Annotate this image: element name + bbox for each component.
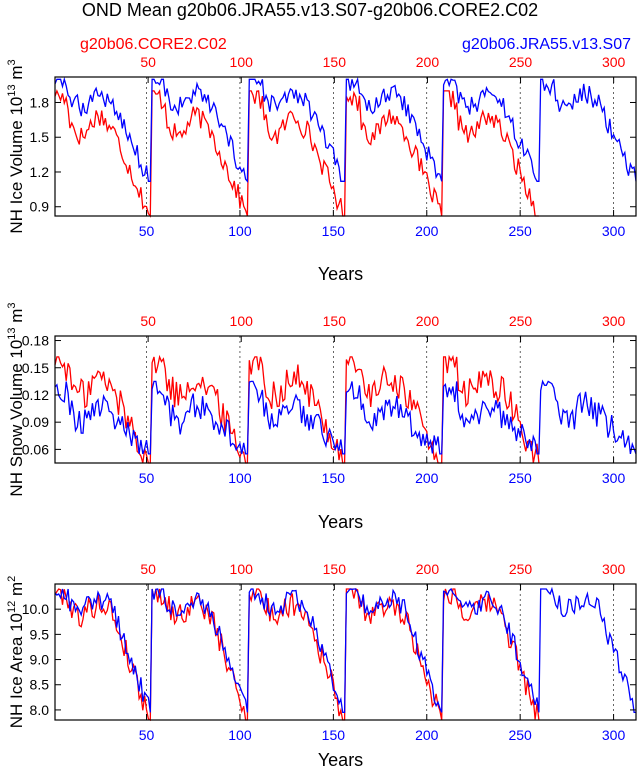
- y-axis-label-unit: m: [7, 582, 26, 601]
- x-axis-label: Years: [318, 512, 363, 532]
- series-line-blue: [54, 586, 636, 714]
- x-tick-label-top: 50: [140, 54, 156, 70]
- plot-frame: [54, 583, 637, 721]
- y-tick-label: 10.0: [22, 601, 49, 617]
- panel-ice-area: 8.0 8.5 9.0 9.5 10.0 50 100 150 200 250 300 50 100 15…: [6, 561, 637, 770]
- plot-frame: [54, 76, 637, 217]
- y-tick-label: 9.5: [30, 626, 50, 642]
- y-axis-label-exp: 12: [6, 601, 18, 613]
- y-axis-label-exp: 13: [6, 327, 18, 339]
- panel-ice-volume: 0.9 1.2 1.5 1.8 50 100 150 200 250 300 50 100 150 200…: [6, 54, 637, 284]
- x-tick-label-top: 200: [416, 54, 440, 70]
- x-tick-label-bottom: 200: [415, 727, 439, 743]
- y-axis-label: NH Ice Area 1012 m2: [6, 576, 26, 729]
- x-tick-label-bottom: 100: [228, 470, 252, 486]
- x-tick-label-bottom: 50: [139, 223, 155, 239]
- x-tick-label-top: 300: [602, 313, 626, 329]
- x-tick-label-top: 50: [140, 313, 156, 329]
- y-axis-label-text: NH Ice Volume 10: [7, 97, 26, 234]
- series-line-red: [54, 354, 540, 464]
- y-axis-label-unit-exp: 3: [6, 59, 18, 65]
- x-tick-label-top: 250: [509, 313, 533, 329]
- x-tick-label-top: 250: [509, 561, 533, 577]
- x-tick-label-bottom: 150: [322, 223, 346, 239]
- x-tick-label-bottom: 200: [415, 223, 439, 239]
- y-axis-label-unit-exp: 2: [6, 576, 18, 582]
- y-axis-label-text: NH Snow Volume 10: [7, 340, 26, 497]
- x-tick-label-bottom: 250: [508, 470, 532, 486]
- x-tick-label-top: 150: [323, 54, 347, 70]
- y-axis-label-unit: m: [7, 309, 26, 328]
- y-axis-label-unit: m: [7, 65, 26, 84]
- x-tick-label-bottom: 150: [322, 727, 346, 743]
- x-tick-label-top: 200: [416, 561, 440, 577]
- y-tick-label: 1.8: [30, 94, 50, 110]
- x-tick-label-top: 200: [416, 313, 440, 329]
- x-tick-label-top: 150: [323, 561, 347, 577]
- y-axis-label-exp: 13: [6, 84, 18, 96]
- y-axis-label-text: NH Ice Area 10: [7, 613, 26, 728]
- x-tick-label-top: 300: [602, 561, 626, 577]
- y-tick-label: 0.09: [22, 414, 49, 430]
- y-tick-label: 8.0: [30, 702, 50, 718]
- x-tick-label-top: 250: [509, 54, 533, 70]
- series-line-red: [54, 89, 539, 218]
- y-axis-label: NH Snow Volume 1013 m3: [6, 302, 26, 496]
- x-tick-label-top: 100: [230, 561, 254, 577]
- series-line-blue: [54, 379, 637, 455]
- x-tick-label-bottom: 50: [139, 727, 155, 743]
- y-tick-label: 1.5: [30, 129, 50, 145]
- panel-snow-volume: 0.06 0.09 0.12 0.15 0.18 50 100 150 200 250 300 50 1…: [6, 302, 637, 532]
- x-tick-label-top: 50: [140, 561, 156, 577]
- x-tick-label-bottom: 300: [602, 223, 626, 239]
- y-tick-label: 0.18: [22, 333, 49, 349]
- x-tick-label-bottom: 50: [139, 470, 155, 486]
- x-tick-label-top: 100: [230, 54, 254, 70]
- x-axis-label: Years: [318, 264, 363, 284]
- x-tick-label-top: 300: [602, 54, 626, 70]
- y-axis-label: NH Ice Volume 1013 m3: [6, 59, 26, 233]
- legend-red-label: g20b06.CORE2.C02: [80, 36, 227, 53]
- y-tick-label: 9.0: [30, 652, 50, 668]
- y-tick-label: 0.06: [22, 441, 49, 457]
- x-tick-label-bottom: 250: [508, 727, 532, 743]
- x-tick-label-bottom: 250: [508, 223, 532, 239]
- x-axis-label: Years: [318, 750, 363, 770]
- y-tick-label: 8.5: [30, 677, 50, 693]
- plot-frame: [54, 335, 637, 464]
- y-tick-label: 0.12: [22, 387, 49, 403]
- x-tick-label-bottom: 100: [228, 223, 252, 239]
- x-tick-label-bottom: 300: [602, 727, 626, 743]
- y-tick-label: 0.9: [30, 199, 50, 215]
- x-tick-label-top: 150: [323, 313, 347, 329]
- x-tick-label-bottom: 100: [228, 727, 252, 743]
- x-tick-label-bottom: 200: [415, 470, 439, 486]
- series-line-blue: [54, 76, 637, 184]
- y-tick-label: 1.2: [30, 164, 50, 180]
- legend-blue-label: g20b06.JRA55.v13.S07: [462, 36, 631, 53]
- x-tick-label-top: 100: [230, 313, 254, 329]
- y-tick-label: 0.15: [22, 360, 49, 376]
- y-axis-label-unit-exp: 3: [6, 302, 18, 308]
- x-tick-label-bottom: 150: [322, 470, 346, 486]
- x-tick-label-bottom: 300: [602, 470, 626, 486]
- chart-title: OND Mean g20b06.JRA55.v13.S07-g20b06.COR…: [82, 0, 538, 20]
